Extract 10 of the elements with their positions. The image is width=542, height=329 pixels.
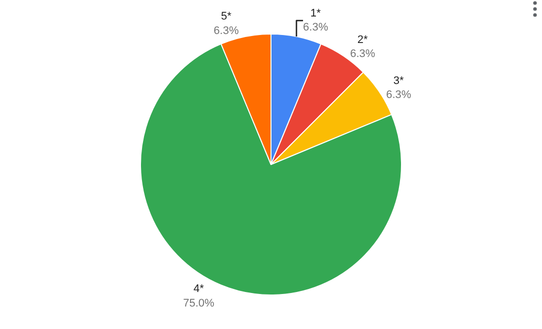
slice-label: 1* [310, 7, 322, 20]
data-label: 6.3% [386, 89, 412, 102]
slice-label: 2* [357, 34, 369, 46]
slice-label: 5* [221, 10, 232, 23]
data-label: 75.0% [183, 297, 214, 310]
slice-label: 3* [393, 74, 405, 87]
data-label: 6.3% [350, 48, 376, 60]
slice-label: 4* [193, 283, 205, 296]
data-label: 6.3% [214, 25, 239, 38]
data-label: 6.3% [303, 22, 328, 34]
